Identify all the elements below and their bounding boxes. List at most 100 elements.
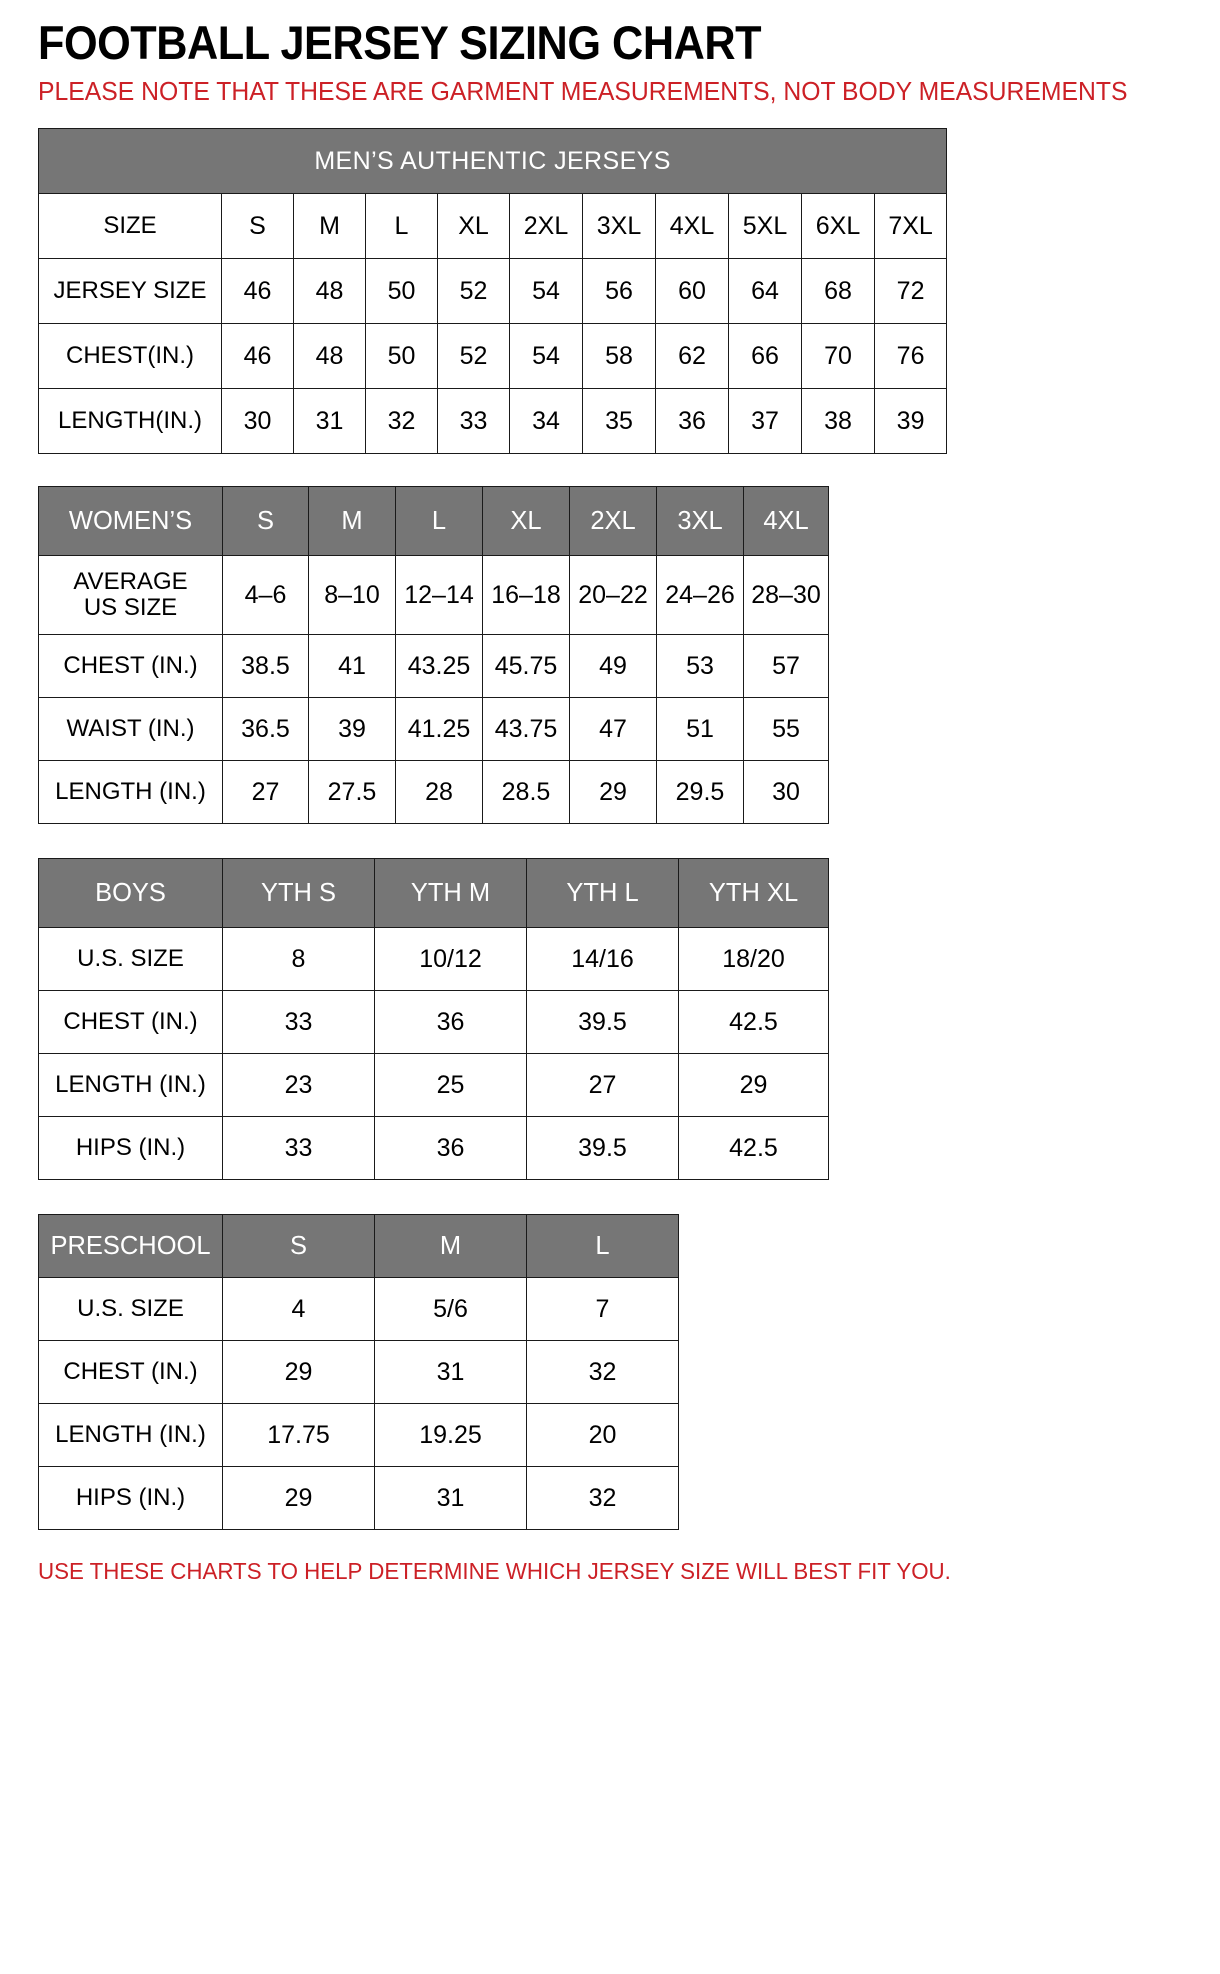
cell: 27	[222, 760, 309, 825]
cell: 42.5	[678, 990, 829, 1055]
table-banner-row: MEN’S AUTHENTIC JERSEYS	[37, 128, 948, 195]
cell: 27	[526, 1053, 679, 1118]
boys-sizing-table: BOYS YTH S YTH M YTH L YTH XL U.S. SIZE …	[38, 858, 829, 1181]
cell: 20–22	[569, 555, 657, 636]
footer-note: USE THESE CHARTS TO HELP DETERMINE WHICH…	[38, 1558, 951, 1585]
cell: 66	[728, 323, 802, 390]
table-header-row: BOYS YTH S YTH M YTH L YTH XL	[38, 858, 829, 929]
womens-corner-label: WOMEN’S	[38, 486, 223, 557]
table-row: AVERAGE US SIZE 4–6 8–10 12–14 16–18 20–…	[38, 555, 829, 636]
col-header: M	[308, 486, 396, 557]
mens-table-wrap: MEN’S AUTHENTIC JERSEYS SIZE S M L XL 2X…	[37, 128, 1220, 455]
col-header: XL	[482, 486, 570, 557]
cell: 19.25	[374, 1403, 527, 1468]
cell: 17.75	[222, 1403, 375, 1468]
col-header: L	[526, 1214, 679, 1279]
cell: 29	[222, 1466, 375, 1531]
col-header: 4XL	[655, 193, 729, 260]
cell: 27.5	[308, 760, 396, 825]
col-header: M	[293, 193, 366, 260]
cell: 18/20	[678, 927, 829, 992]
preschool-corner-label: PRESCHOOL	[38, 1214, 223, 1279]
garment-measurement-notice: PLEASE NOTE THAT THESE ARE GARMENT MEASU…	[38, 78, 1128, 107]
mens-sizing-table: MEN’S AUTHENTIC JERSEYS SIZE S M L XL 2X…	[37, 128, 948, 455]
col-header: 2XL	[569, 486, 657, 557]
table-row: LENGTH (IN.) 27 27.5 28 28.5 29 29.5 30	[38, 760, 829, 825]
table-row: CHEST (IN.) 33 36 39.5 42.5	[38, 990, 829, 1055]
cell: 72	[873, 258, 948, 325]
table-row: JERSEY SIZE 46 48 50 52 54 56 60 64 68 7…	[38, 258, 948, 325]
col-header: S	[221, 193, 294, 260]
row-label: LENGTH (IN.)	[38, 760, 223, 825]
cell: 4–6	[222, 555, 309, 636]
cell: 10/12	[374, 927, 527, 992]
cell: 54	[509, 258, 583, 325]
cell: 31	[374, 1340, 527, 1405]
col-header: 2XL	[509, 193, 583, 260]
cell: 50	[365, 258, 438, 325]
boys-table-wrap: BOYS YTH S YTH M YTH L YTH XL U.S. SIZE …	[38, 858, 1220, 1181]
cell: 31	[374, 1466, 527, 1531]
table-row: U.S. SIZE 8 10/12 14/16 18/20	[38, 927, 829, 992]
cell: 12–14	[395, 555, 483, 636]
table-header-row: SIZE S M L XL 2XL 3XL 4XL 5XL 6XL 7XL	[38, 193, 948, 260]
cell: 14/16	[526, 927, 679, 992]
table-row: LENGTH (IN.) 17.75 19.25 20	[38, 1403, 679, 1468]
cell: 48	[293, 258, 366, 325]
cell: 62	[655, 323, 729, 390]
col-header: YTH M	[374, 858, 527, 929]
row-label: LENGTH (IN.)	[38, 1053, 223, 1118]
cell: 58	[582, 323, 656, 390]
preschool-sizing-table: PRESCHOOL S M L U.S. SIZE 4 5/6 7 CHEST …	[38, 1214, 679, 1531]
row-label: U.S. SIZE	[38, 927, 223, 992]
cell: 4	[222, 1277, 375, 1342]
cell: 52	[437, 258, 510, 325]
row-label: HIPS (IN.)	[38, 1116, 223, 1181]
table-row: U.S. SIZE 4 5/6 7	[38, 1277, 679, 1342]
spacer	[0, 454, 1220, 486]
cell: 32	[526, 1340, 679, 1405]
cell: 8–10	[308, 555, 396, 636]
cell: 70	[801, 323, 875, 390]
row-label: CHEST(IN.)	[38, 323, 222, 390]
spacer	[0, 824, 1220, 858]
cell: 41	[308, 634, 396, 699]
row-label: U.S. SIZE	[38, 1277, 223, 1342]
cell: 29	[678, 1053, 829, 1118]
row-label: LENGTH(IN.)	[38, 388, 222, 455]
womens-table-wrap: WOMEN’S S M L XL 2XL 3XL 4XL AVERAGE US …	[38, 486, 1220, 825]
table-row: LENGTH(IN.) 30 31 32 33 34 35 36 37 38 3…	[38, 388, 948, 455]
cell: 20	[526, 1403, 679, 1468]
col-header: 7XL	[873, 193, 948, 260]
table-row: CHEST (IN.) 29 31 32	[38, 1340, 679, 1405]
cell: 36.5	[222, 697, 309, 762]
cell: 57	[743, 634, 829, 699]
col-header: S	[222, 1214, 375, 1279]
row-label: CHEST (IN.)	[38, 1340, 223, 1405]
col-header: L	[365, 193, 438, 260]
cell: 23	[222, 1053, 375, 1118]
cell: 43.75	[482, 697, 570, 762]
cell: 25	[374, 1053, 527, 1118]
col-header: 3XL	[656, 486, 744, 557]
womens-sizing-table: WOMEN’S S M L XL 2XL 3XL 4XL AVERAGE US …	[38, 486, 829, 825]
cell: 68	[801, 258, 875, 325]
preschool-table-wrap: PRESCHOOL S M L U.S. SIZE 4 5/6 7 CHEST …	[38, 1214, 1220, 1531]
table-row: HIPS (IN.) 33 36 39.5 42.5	[38, 1116, 829, 1181]
cell: 33	[222, 990, 375, 1055]
cell: 47	[569, 697, 657, 762]
cell: 37	[728, 388, 802, 455]
cell: 29.5	[656, 760, 744, 825]
table-row: LENGTH (IN.) 23 25 27 29	[38, 1053, 829, 1118]
col-header: YTH XL	[678, 858, 829, 929]
cell: 28.5	[482, 760, 570, 825]
col-header: 4XL	[743, 486, 829, 557]
cell: 39.5	[526, 990, 679, 1055]
cell: 30	[743, 760, 829, 825]
mens-corner-label: SIZE	[38, 193, 222, 260]
cell: 60	[655, 258, 729, 325]
cell: 29	[222, 1340, 375, 1405]
cell: 49	[569, 634, 657, 699]
cell: 28–30	[743, 555, 829, 636]
cell: 56	[582, 258, 656, 325]
